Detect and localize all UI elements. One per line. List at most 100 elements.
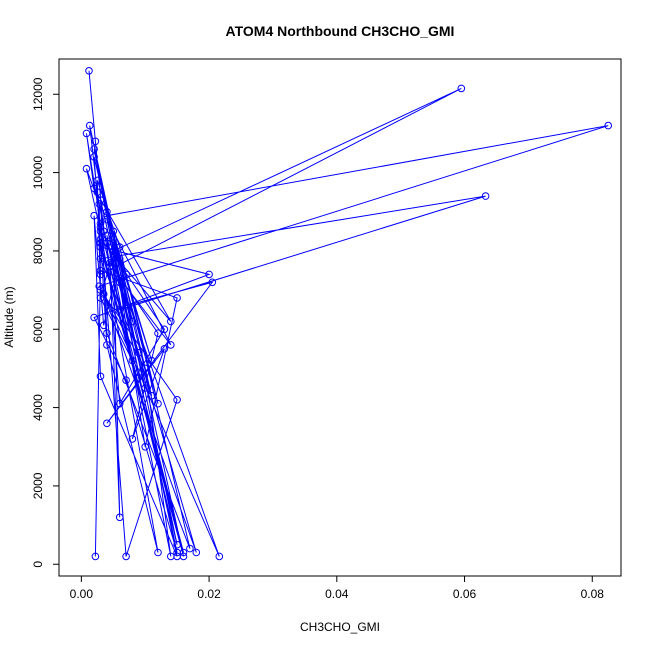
y-tick-label: 6000 [31, 316, 45, 343]
data-point [90, 313, 98, 322]
data-point [604, 121, 613, 130]
data-point [128, 317, 137, 326]
data-point [96, 223, 105, 232]
data-point [192, 548, 201, 557]
chart-title: ATOM4 Northbound CH3CHO_GMI [226, 23, 455, 39]
x-tick-label: 0.02 [197, 587, 221, 601]
data-point [96, 254, 105, 263]
data-point [115, 254, 124, 263]
data-point [91, 552, 100, 561]
data-point [115, 305, 124, 314]
x-tick-label: 0.04 [325, 587, 349, 601]
data-point [179, 552, 188, 561]
data-point [135, 368, 143, 377]
data-point [173, 548, 181, 557]
data-point [91, 137, 100, 146]
y-tick-label: 2000 [31, 472, 45, 499]
data-point [96, 270, 105, 279]
data-point [141, 364, 149, 373]
data-point [115, 513, 124, 522]
y-tick-label: 0 [31, 561, 45, 568]
data-point [115, 278, 124, 287]
data-point [122, 552, 130, 561]
data-point [109, 227, 118, 236]
data-point [96, 219, 105, 228]
data-point [147, 392, 156, 400]
data-point [115, 274, 124, 283]
data-point [167, 552, 175, 561]
data-point [154, 399, 162, 408]
data-point [167, 317, 175, 326]
data-point [141, 384, 149, 392]
data-point [128, 356, 137, 365]
x-axis-label: CH3CHO_GMI [300, 620, 380, 634]
data-point [135, 349, 143, 357]
data-point [106, 258, 114, 267]
data-point [103, 215, 111, 224]
data-point [109, 251, 118, 259]
data-point [208, 278, 217, 287]
data-point [96, 227, 105, 236]
data-point [481, 192, 490, 200]
data-point [93, 176, 102, 185]
data-point [205, 270, 213, 279]
x-tick-label: 0.06 [453, 587, 477, 601]
x-tick-label: 0.00 [70, 587, 94, 601]
data-point [173, 396, 181, 404]
data-point [122, 302, 130, 310]
y-axis-label: Altitude (m) [2, 286, 16, 347]
y-axis: 0 2000 4000 6000 8000 10000 12000 [31, 77, 60, 568]
data-point [115, 243, 124, 251]
data-point [160, 345, 169, 353]
data-point [173, 294, 181, 302]
data-point [128, 435, 137, 443]
data-point [103, 231, 111, 240]
data-point [109, 247, 118, 255]
data-point [167, 341, 175, 349]
plot-frame [58, 58, 622, 577]
data-point [95, 200, 103, 208]
data-point [96, 196, 105, 204]
data-point [90, 153, 98, 161]
series-line [86, 70, 609, 557]
y-tick-label: 12000 [31, 77, 45, 111]
data-point [122, 376, 130, 385]
data-point [96, 372, 105, 381]
data-point [115, 399, 124, 408]
data-point [96, 243, 105, 251]
x-axis: 0.00 0.02 0.04 0.06 0.08 [70, 575, 605, 601]
data-point [82, 164, 91, 173]
y-tick-label: 8000 [31, 237, 45, 264]
data-point [103, 419, 111, 428]
data-point [82, 129, 91, 138]
data-point [90, 145, 98, 153]
data-point [103, 329, 111, 338]
data-point [173, 540, 181, 549]
data-point [109, 235, 118, 243]
data-point [96, 266, 105, 275]
y-tick-label: 4000 [31, 394, 45, 421]
data-point [90, 211, 98, 220]
data-point [141, 443, 149, 451]
data-point [103, 208, 111, 216]
x-tick-label: 0.08 [581, 587, 605, 601]
data-point [457, 84, 466, 93]
data-point [85, 67, 93, 75]
series-layer [82, 67, 613, 561]
data-point [85, 121, 94, 130]
data-point [109, 239, 118, 247]
y-tick-label: 10000 [31, 156, 45, 190]
data-point [99, 290, 108, 298]
data-point [154, 329, 162, 338]
data-point [147, 356, 156, 365]
data-point [103, 341, 111, 349]
data-point [95, 282, 103, 291]
data-point [99, 321, 108, 330]
data-point [96, 235, 105, 243]
data-point [154, 548, 162, 557]
data-point [122, 270, 130, 279]
data-point [103, 211, 111, 220]
data-point [215, 552, 224, 561]
data-point [90, 184, 98, 193]
